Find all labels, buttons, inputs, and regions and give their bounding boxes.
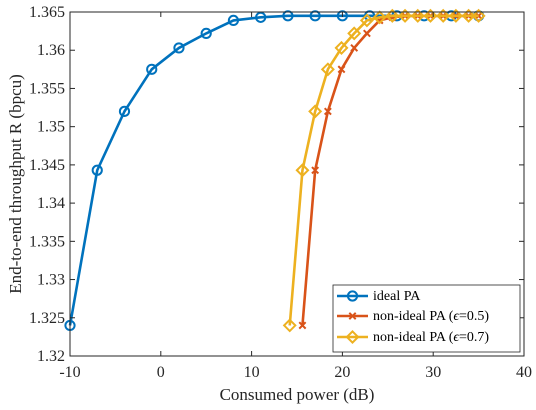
y-axis-title: End-to-end throughput R (bpcu) — [6, 74, 25, 294]
legend-epsilon-symbol: ϵ — [453, 330, 460, 345]
series-2-point — [436, 8, 451, 23]
x-tick-label: 0 — [157, 364, 165, 381]
series-0-point — [146, 63, 158, 75]
legend-label-nonideal-05: non-ideal PA (ϵ=0.5) — [373, 309, 489, 324]
x-tick-label: 30 — [425, 364, 441, 381]
series-1-point — [323, 107, 332, 116]
series-2-point — [295, 163, 310, 178]
series-2-point — [423, 8, 438, 23]
y-tick-label: 1.33 — [37, 272, 65, 289]
series-0-point — [309, 10, 321, 22]
y-tick-label: 1.35 — [37, 119, 65, 136]
legend-marker-2 — [345, 329, 360, 345]
series-2-point — [385, 8, 400, 23]
series-0-point — [118, 105, 131, 117]
series-1-point — [298, 321, 307, 330]
series-2-point — [461, 8, 476, 23]
y-tick-label: 1.34 — [37, 195, 65, 212]
y-tick-label: 1.365 — [29, 4, 65, 21]
series-0-point — [255, 11, 267, 23]
series-2-point — [398, 8, 413, 23]
series-2-point — [410, 8, 425, 23]
series-2-point — [334, 40, 349, 55]
series-2-point — [320, 62, 335, 77]
series-0-point — [336, 10, 348, 22]
x-tick-label: 20 — [334, 364, 350, 381]
series-1-point — [311, 166, 320, 175]
x-tick-label: 10 — [244, 364, 260, 381]
legend-label-ideal-pa: ideal PA — [373, 289, 421, 304]
x-axis-title: Consumed power (dB) — [220, 385, 375, 404]
series-1-point — [337, 65, 346, 74]
x-tick-label: 40 — [516, 364, 532, 381]
y-tick-label: 1.325 — [29, 310, 65, 327]
ticks-layer: -10 0 10 20 30 40 1.32 1.325 1.33 1.335 1.34 1.345 1… — [29, 4, 532, 381]
legend-label-nonideal-07-prefix: non-ideal PA ( — [373, 330, 454, 345]
legend-label-nonideal-07-suffix: =0.7) — [459, 330, 489, 345]
series-1-point — [363, 29, 371, 38]
legend-symbols — [337, 290, 368, 345]
series-layer — [64, 8, 486, 333]
series-2-point — [471, 8, 486, 23]
series-2-point — [448, 8, 463, 23]
legend-marker-0 — [346, 290, 359, 302]
legend-label-nonideal-05-prefix: non-ideal PA ( — [373, 309, 454, 324]
legend-label-nonideal-07: non-ideal PA (ϵ=0.7) — [373, 330, 489, 345]
series-2-point — [372, 10, 387, 25]
y-tick-label: 1.36 — [37, 42, 65, 59]
series-2-point — [282, 318, 297, 333]
legend-epsilon-symbol: ϵ — [453, 309, 460, 324]
series-1-point — [350, 44, 359, 52]
y-tick-label: 1.32 — [37, 348, 65, 365]
y-tick-label: 1.355 — [29, 80, 65, 97]
legend-marker-1 — [348, 312, 357, 320]
y-tick-label: 1.345 — [29, 157, 65, 174]
series-0-point — [227, 14, 240, 27]
x-tick-label: -10 — [59, 364, 80, 381]
series-2-point — [308, 104, 323, 119]
series-0-point — [282, 10, 294, 22]
series-2-point — [359, 13, 374, 28]
series-0-point — [173, 42, 185, 54]
series-2-point — [347, 26, 362, 41]
legend-label-nonideal-05-suffix: =0.5) — [459, 309, 489, 324]
legend: ideal PA non-ideal PA (ϵ=0.5) non-ideal … — [332, 284, 521, 353]
plot-frame — [69, 11, 525, 357]
series-0-point — [91, 164, 103, 176]
y-tick-label: 1.335 — [29, 233, 65, 250]
series-0-point — [200, 27, 212, 40]
